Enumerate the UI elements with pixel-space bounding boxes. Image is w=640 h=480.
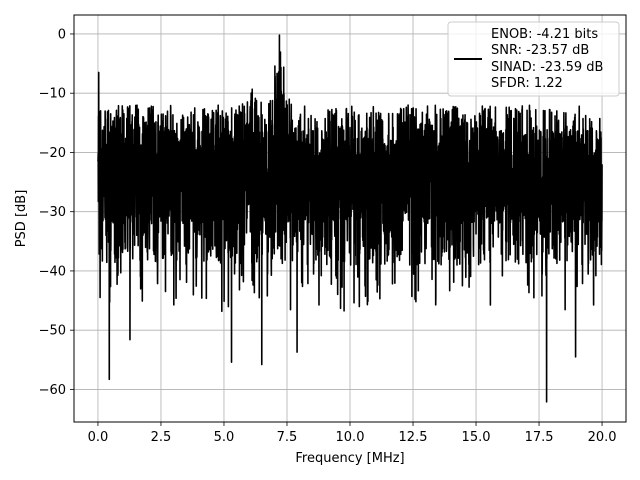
y-tick-label: −30 bbox=[39, 205, 66, 220]
y-axis-ticks: 0 −10 −20 −30 −40 −50 −60 bbox=[39, 27, 74, 398]
legend-sinad: SINAD: -23.59 dB bbox=[491, 60, 603, 75]
x-tick-label: 2.5 bbox=[151, 430, 172, 445]
legend-enob: ENOB: -4.21 bits bbox=[491, 27, 598, 42]
y-tick-label: −50 bbox=[39, 324, 66, 339]
x-tick-label: 0.0 bbox=[88, 430, 109, 445]
x-axis-ticks: 0.0 2.5 5.0 7.5 10.0 12.5 15.0 17.5 20.0 bbox=[88, 422, 617, 445]
x-tick-label: 10.0 bbox=[336, 430, 365, 445]
legend-sfdr: SFDR: 1.22 bbox=[491, 76, 563, 91]
x-tick-label: 15.0 bbox=[462, 430, 491, 445]
x-tick-label: 12.5 bbox=[399, 430, 428, 445]
psd-series-line bbox=[97, 34, 603, 403]
x-axis-label: Frequency [MHz] bbox=[295, 451, 404, 466]
legend-box bbox=[447, 21, 620, 97]
x-tick-label: 5.0 bbox=[214, 430, 235, 445]
x-tick-label: 7.5 bbox=[277, 430, 298, 445]
y-tick-label: −60 bbox=[39, 383, 66, 398]
x-tick-label: 20.0 bbox=[588, 430, 617, 445]
y-tick-label: −20 bbox=[39, 146, 66, 161]
y-tick-label: −40 bbox=[39, 264, 66, 279]
y-tick-label: −10 bbox=[39, 87, 66, 102]
plot-area bbox=[97, 34, 603, 403]
y-axis-label: PSD [dB] bbox=[14, 190, 29, 248]
x-tick-label: 17.5 bbox=[525, 430, 554, 445]
legend-snr: SNR: -23.57 dB bbox=[491, 43, 589, 58]
y-tick-label: 0 bbox=[58, 27, 66, 42]
legend: ENOB: -4.21 bits SNR: -23.57 dB SINAD: -… bbox=[447, 21, 620, 97]
